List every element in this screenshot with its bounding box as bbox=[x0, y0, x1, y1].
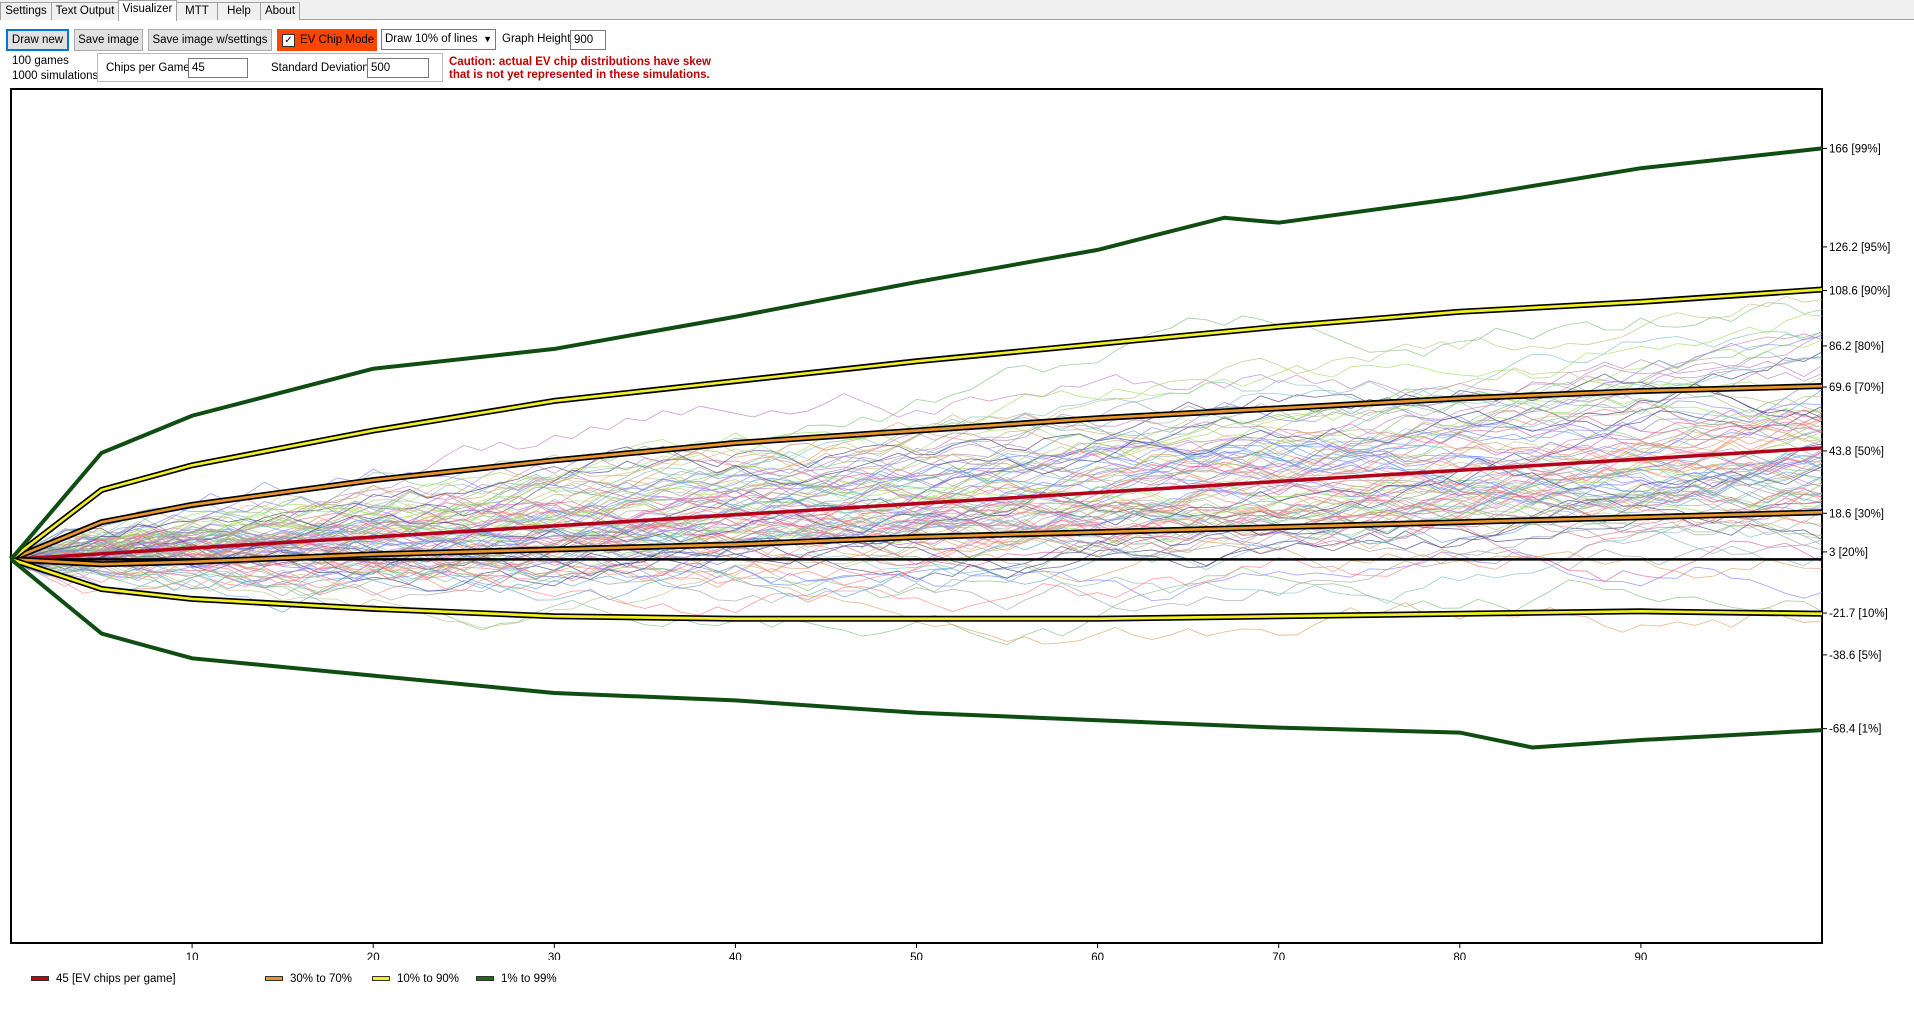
ev-chip-mode-checkbox[interactable]: ✓ EV Chip Mode bbox=[277, 29, 377, 51]
band-line-90pct bbox=[10, 288, 1823, 561]
simulation-line bbox=[10, 447, 1823, 579]
graph-height-input[interactable]: 900 bbox=[570, 30, 606, 50]
simulation-line bbox=[10, 440, 1823, 561]
settings-group bbox=[97, 53, 443, 82]
percentile-label: 126.2 [95%] bbox=[1829, 242, 1890, 254]
tab-settings[interactable]: Settings bbox=[0, 2, 52, 20]
simulation-line bbox=[10, 356, 1823, 560]
simulation-line bbox=[10, 350, 1823, 563]
legend-label-10-90: 10% to 90% bbox=[397, 973, 460, 985]
x-tick-label: 90 bbox=[1635, 952, 1648, 960]
band-line-10pct bbox=[10, 558, 1823, 621]
draw-lines-value: Draw 10% of lines bbox=[385, 33, 478, 45]
band-line-70pct bbox=[10, 384, 1823, 561]
simulation-line bbox=[10, 491, 1823, 583]
percentile-label: 86.2 [80%] bbox=[1829, 341, 1884, 353]
standard-deviation-input[interactable]: 500 bbox=[367, 58, 429, 78]
tab-text-output[interactable]: Text Output bbox=[51, 2, 119, 20]
draw-lines-select[interactable]: Draw 10% of lines ▼ bbox=[381, 29, 496, 50]
simulation-line bbox=[10, 515, 1823, 592]
simulation-line bbox=[10, 445, 1823, 560]
x-tick-label: 30 bbox=[548, 952, 561, 960]
x-tick-label: 80 bbox=[1453, 952, 1466, 960]
legend-label-ev: 45 [EV chips per game] bbox=[56, 973, 176, 985]
percentile-label: 18.6 [30%] bbox=[1829, 508, 1884, 520]
x-tick-label: 70 bbox=[1272, 952, 1285, 960]
tab-help[interactable]: Help bbox=[217, 2, 261, 20]
caution-line-2: that is not yet represented in these sim… bbox=[449, 69, 710, 81]
caution-message: Caution: actual EV chip distributions ha… bbox=[449, 56, 711, 82]
x-tick-label: 40 bbox=[729, 952, 742, 960]
percentile-label: 69.6 [70%] bbox=[1829, 382, 1884, 394]
band-line-99pct bbox=[9, 146, 1823, 561]
simulation-line bbox=[10, 443, 1823, 590]
simulation-line bbox=[10, 519, 1823, 574]
tab-bar: Settings Text Output Visualizer MTT Help… bbox=[0, 0, 1914, 21]
simulation-line bbox=[10, 376, 1823, 560]
legend-10-90: 10% to 90% bbox=[372, 973, 459, 985]
simulation-line bbox=[10, 456, 1823, 570]
plot-area bbox=[10, 88, 1823, 944]
simulation-line bbox=[10, 417, 1823, 560]
percentile-label: -21.7 [10%] bbox=[1829, 608, 1888, 620]
simulation-line bbox=[10, 496, 1823, 586]
percentile-label: 166 [99%] bbox=[1829, 143, 1881, 155]
legend-swatch-ev bbox=[31, 976, 49, 982]
chevron-down-icon: ▼ bbox=[483, 34, 492, 44]
check-icon: ✓ bbox=[282, 34, 295, 47]
simulation-line bbox=[10, 460, 1823, 592]
chips-per-game-input[interactable]: 45 bbox=[188, 58, 248, 78]
simulation-line bbox=[10, 498, 1823, 601]
x-tick-label: 50 bbox=[910, 952, 923, 960]
percentile-label: 108.6 [90%] bbox=[1829, 285, 1890, 297]
ev-chip-mode-label: EV Chip Mode bbox=[300, 34, 375, 46]
save-image-button[interactable]: Save image bbox=[74, 29, 143, 51]
simulation-line bbox=[10, 314, 1823, 569]
simulation-chart: 166 [99%] 126.2 [95%] 108.6 [90%] 86.2 [80%… bbox=[9, 88, 1890, 960]
simulation-line bbox=[10, 331, 1823, 570]
x-tick-label: 20 bbox=[367, 952, 380, 960]
tab-visualizer[interactable]: Visualizer bbox=[118, 0, 177, 21]
games-count: 100 games bbox=[12, 55, 69, 67]
legend-label-1-99: 1% to 99% bbox=[501, 973, 557, 985]
chips-per-game-label: Chips per Game bbox=[106, 62, 190, 74]
simulation-line bbox=[10, 389, 1823, 566]
save-image-settings-button[interactable]: Save image w/settings bbox=[148, 29, 272, 51]
simulation-line bbox=[10, 510, 1823, 616]
band-line-1pct bbox=[9, 557, 1823, 750]
simulation-line bbox=[10, 525, 1823, 579]
percentile-label: 43.8 [50%] bbox=[1829, 446, 1884, 458]
percentile-label: -68.4 [1%] bbox=[1829, 724, 1881, 736]
legend-swatch-1-99 bbox=[476, 976, 494, 982]
caution-line-1: Caution: actual EV chip distributions ha… bbox=[449, 56, 711, 68]
simulation-line bbox=[10, 468, 1823, 581]
simulation-line bbox=[10, 502, 1823, 560]
legend-1-99: 1% to 99% bbox=[476, 973, 557, 985]
simulation-line bbox=[10, 475, 1823, 597]
legend-30-70: 30% to 70% bbox=[265, 973, 352, 985]
band-line-EV bbox=[10, 446, 1823, 562]
simulations-count: 1000 simulations bbox=[12, 70, 99, 82]
simulation-line bbox=[10, 421, 1823, 596]
simulation-line bbox=[10, 429, 1823, 560]
graph-height-label: Graph Height: bbox=[502, 33, 574, 45]
simulation-line bbox=[10, 383, 1823, 560]
standard-deviation-label: Standard Deviation bbox=[271, 62, 369, 74]
percentile-label: -38.6 [5%] bbox=[1829, 650, 1881, 662]
band-line-30pct bbox=[10, 510, 1823, 566]
simulation-line bbox=[10, 509, 1823, 583]
percentile-label: 3 [20%] bbox=[1829, 547, 1868, 559]
tab-about[interactable]: About bbox=[260, 2, 300, 20]
legend-label-30-70: 30% to 70% bbox=[290, 973, 353, 985]
legend-ev: 45 [EV chips per game] bbox=[31, 973, 176, 985]
tab-mtt[interactable]: MTT bbox=[176, 2, 218, 20]
simulation-line bbox=[10, 302, 1823, 560]
legend-swatch-10-90 bbox=[372, 976, 390, 982]
legend-swatch-30-70 bbox=[265, 976, 283, 982]
x-tick-label: 10 bbox=[186, 952, 199, 960]
simulation-line bbox=[10, 420, 1823, 560]
x-tick-label: 60 bbox=[1091, 952, 1104, 960]
simulation-line bbox=[10, 425, 1823, 563]
draw-new-button[interactable]: Draw new bbox=[6, 29, 69, 51]
